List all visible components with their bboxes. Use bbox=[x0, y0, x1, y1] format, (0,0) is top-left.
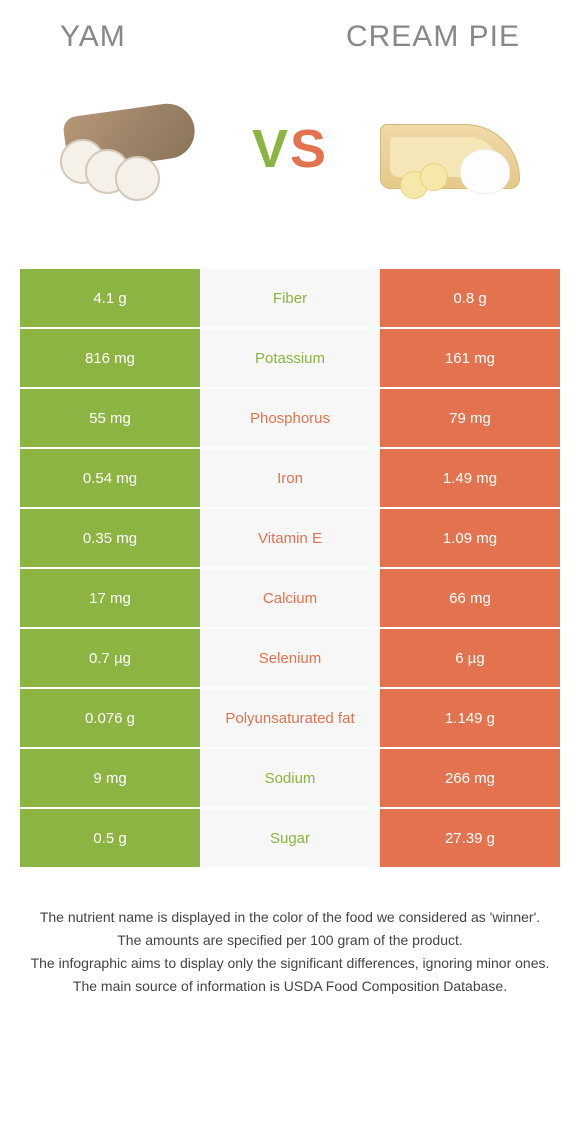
footer-line-2: The amounts are specified per 100 gram o… bbox=[30, 930, 550, 951]
table-row: 0.076 gPolyunsaturated fat1.149 g bbox=[20, 689, 560, 747]
value-left: 0.35 mg bbox=[20, 509, 200, 567]
nutrient-label: Sodium bbox=[200, 749, 380, 807]
table-row: 816 mgPotassium161 mg bbox=[20, 329, 560, 387]
table-row: 0.54 mgIron1.49 mg bbox=[20, 449, 560, 507]
footer-line-4: The main source of information is USDA F… bbox=[30, 976, 550, 997]
nutrient-label: Phosphorus bbox=[200, 389, 380, 447]
header: YAM CREAM PIE bbox=[20, 20, 560, 54]
value-right: 0.8 g bbox=[380, 269, 560, 327]
value-right: 27.39 g bbox=[380, 809, 560, 867]
value-left: 816 mg bbox=[20, 329, 200, 387]
value-left: 17 mg bbox=[20, 569, 200, 627]
value-right: 6 µg bbox=[380, 629, 560, 687]
table-row: 55 mgPhosphorus79 mg bbox=[20, 389, 560, 447]
nutrient-label: Vitamin E bbox=[200, 509, 380, 567]
table-row: 4.1 gFiber0.8 g bbox=[20, 269, 560, 327]
nutrient-label: Fiber bbox=[200, 269, 380, 327]
value-right: 266 mg bbox=[380, 749, 560, 807]
value-right: 66 mg bbox=[380, 569, 560, 627]
footer-notes: The nutrient name is displayed in the co… bbox=[20, 907, 560, 997]
vs-s-letter: S bbox=[290, 119, 328, 179]
value-left: 0.5 g bbox=[20, 809, 200, 867]
value-right: 1.49 mg bbox=[380, 449, 560, 507]
value-left: 4.1 g bbox=[20, 269, 200, 327]
vs-v-letter: V bbox=[252, 119, 290, 179]
value-left: 0.076 g bbox=[20, 689, 200, 747]
table-row: 9 mgSodium266 mg bbox=[20, 749, 560, 807]
value-right: 79 mg bbox=[380, 389, 560, 447]
comparison-table: 4.1 gFiber0.8 g816 mgPotassium161 mg55 m… bbox=[20, 269, 560, 867]
table-row: 17 mgCalcium66 mg bbox=[20, 569, 560, 627]
value-left: 0.54 mg bbox=[20, 449, 200, 507]
table-row: 0.5 gSugar27.39 g bbox=[20, 809, 560, 867]
nutrient-label: Calcium bbox=[200, 569, 380, 627]
value-right: 1.09 mg bbox=[380, 509, 560, 567]
nutrient-label: Sugar bbox=[200, 809, 380, 867]
vs-section: VS bbox=[20, 89, 560, 209]
value-right: 161 mg bbox=[380, 329, 560, 387]
vs-label: VS bbox=[252, 118, 328, 180]
value-right: 1.149 g bbox=[380, 689, 560, 747]
footer-line-1: The nutrient name is displayed in the co… bbox=[30, 907, 550, 928]
nutrient-label: Polyunsaturated fat bbox=[200, 689, 380, 747]
table-row: 0.35 mgVitamin E1.09 mg bbox=[20, 509, 560, 567]
value-left: 55 mg bbox=[20, 389, 200, 447]
value-left: 9 mg bbox=[20, 749, 200, 807]
yam-image bbox=[50, 89, 210, 209]
value-left: 0.7 µg bbox=[20, 629, 200, 687]
food2-title: CREAM PIE bbox=[346, 20, 520, 54]
food1-title: YAM bbox=[60, 20, 126, 54]
table-row: 0.7 µgSelenium6 µg bbox=[20, 629, 560, 687]
cream-pie-image bbox=[370, 89, 530, 209]
nutrient-label: Selenium bbox=[200, 629, 380, 687]
footer-line-3: The infographic aims to display only the… bbox=[30, 953, 550, 974]
nutrient-label: Iron bbox=[200, 449, 380, 507]
nutrient-label: Potassium bbox=[200, 329, 380, 387]
